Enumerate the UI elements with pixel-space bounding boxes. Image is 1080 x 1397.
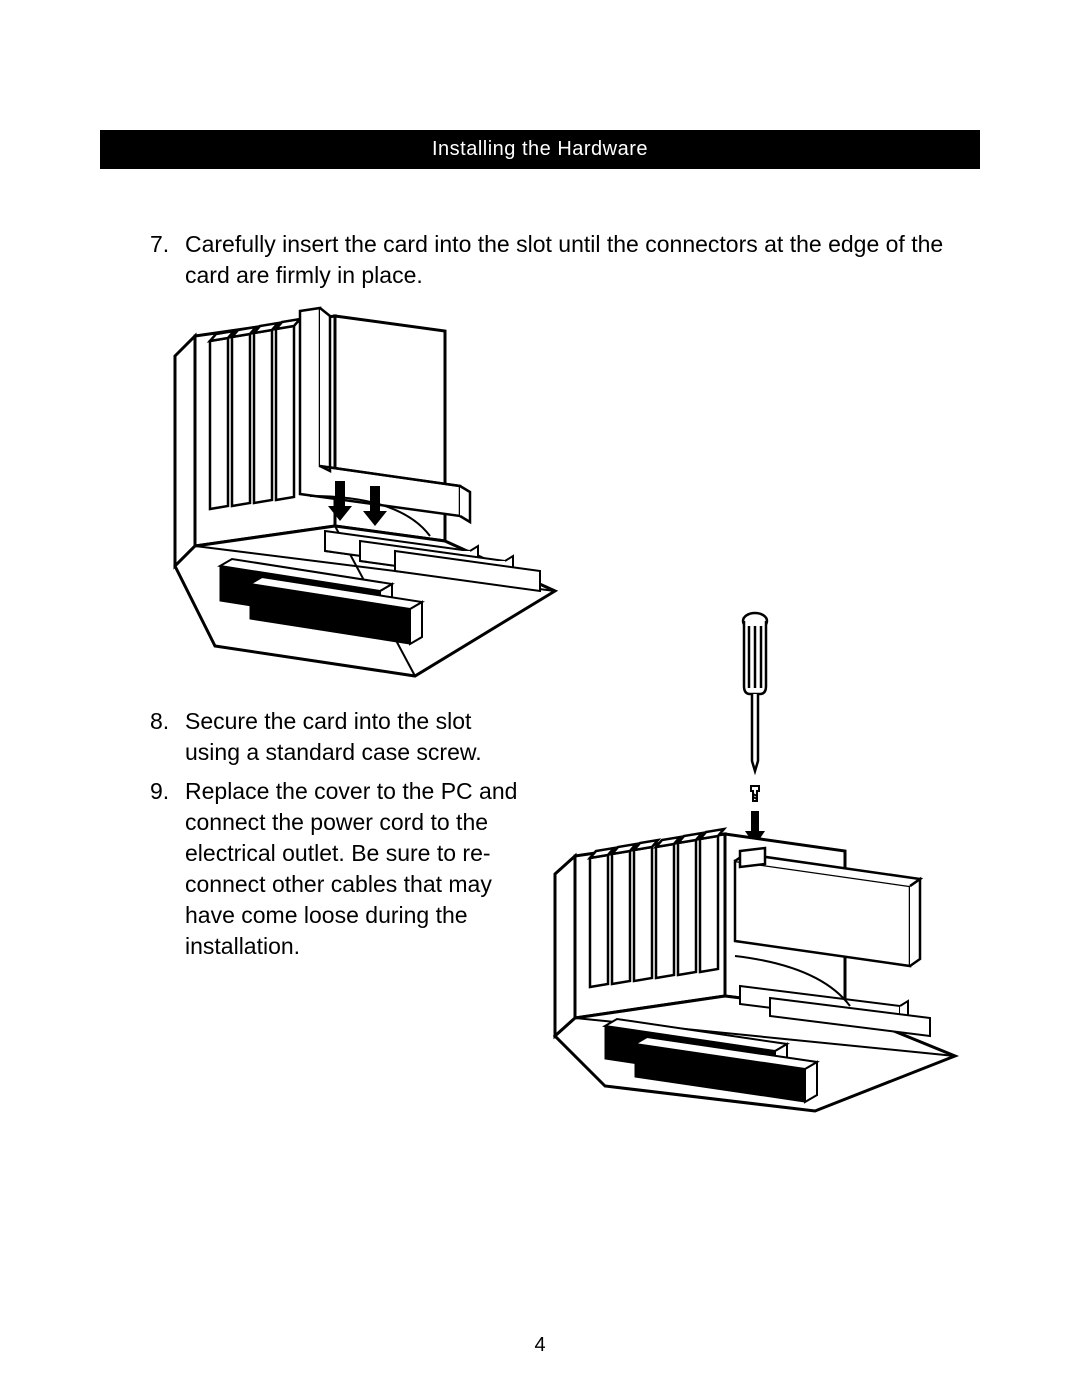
section-header: Installing the Hardware <box>100 130 980 169</box>
step-text: Replace the cover to the PC and connect … <box>185 776 520 962</box>
step-number: 7. <box>150 229 185 291</box>
instruction-step-9: 9. Replace the cover to the PC and conne… <box>150 776 520 962</box>
figure-screw-secure <box>540 606 970 1116</box>
page-number: 4 <box>534 1334 545 1357</box>
step-text: Carefully insert the card into the slot … <box>185 229 980 291</box>
figure-card-insertion <box>160 306 570 686</box>
step-text: Secure the card into the slot using a st… <box>185 706 520 768</box>
instruction-step-7: 7. Carefully insert the card into the sl… <box>150 229 980 291</box>
instruction-list: 7. Carefully insert the card into the sl… <box>100 229 980 291</box>
step-number: 9. <box>150 776 185 962</box>
instruction-step-8: 8. Secure the card into the slot using a… <box>150 706 520 768</box>
step-number: 8. <box>150 706 185 768</box>
